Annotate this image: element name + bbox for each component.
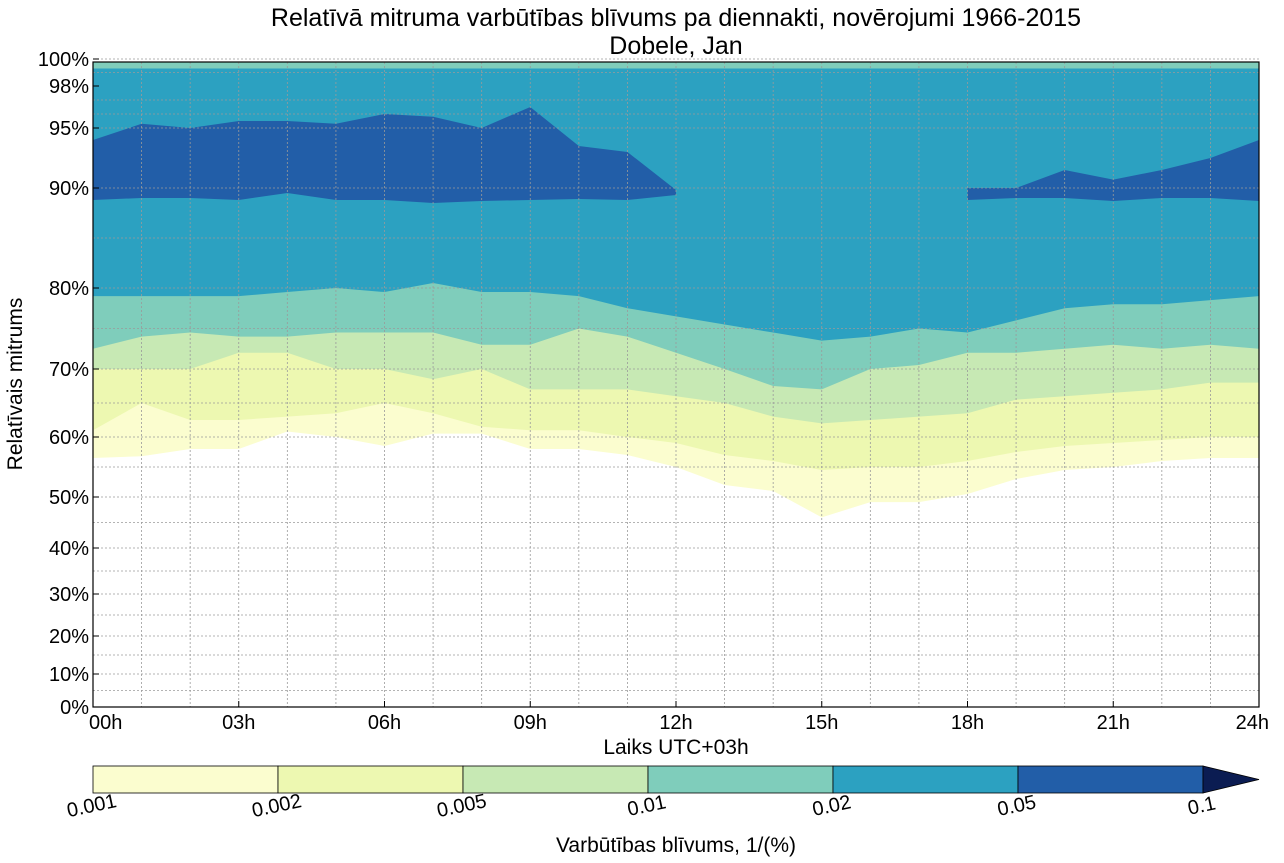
y-tick-label: 100% bbox=[38, 49, 89, 71]
colorbar-tick-label: 0.005 bbox=[435, 790, 489, 822]
colorbar bbox=[92, 765, 1260, 794]
x-tick-label: 09h bbox=[514, 712, 547, 734]
y-tick-label: 30% bbox=[49, 584, 89, 606]
y-axis-ticks: 0% 10% 20% 30% 40% 50% 60% 70% 80% 90% 95% 98% 100% bbox=[38, 49, 99, 719]
colorbar-tick-label: 0.02 bbox=[810, 791, 853, 821]
colorbar-tick-label: 0.01 bbox=[625, 791, 668, 821]
colorbar-tick-label: 0.1 bbox=[1186, 792, 1218, 819]
colorbar-tick-label: 0.001 bbox=[65, 790, 119, 822]
colorbar-tick-label: 0.002 bbox=[250, 790, 304, 822]
y-tick-label: 70% bbox=[49, 359, 89, 381]
x-tick-label: 12h bbox=[659, 712, 692, 734]
colorbar-tick-label: 0.05 bbox=[995, 791, 1038, 821]
x-tick-label: 03h bbox=[222, 712, 255, 734]
y-tick-label: 0% bbox=[60, 697, 89, 719]
y-axis-label: Relatīvais mitrums bbox=[4, 298, 27, 471]
colorbar-segment-0.02 bbox=[832, 765, 1019, 794]
x-axis-label: Laiks UTC+03h bbox=[603, 736, 748, 759]
colorbar-extend-arrow bbox=[1202, 765, 1260, 794]
colorbar-segment-0.001 bbox=[92, 765, 279, 794]
y-tick-label: 60% bbox=[49, 427, 89, 449]
y-tick-label: 50% bbox=[49, 487, 89, 509]
x-tick-label: 00h bbox=[89, 712, 122, 734]
y-tick-label: 95% bbox=[49, 118, 89, 140]
colorbar-segment-0.005 bbox=[462, 765, 649, 794]
y-tick-label: 90% bbox=[49, 178, 89, 200]
colorbar-segment-0.01 bbox=[647, 765, 834, 794]
colorbar-ticks: 0.001 0.002 0.005 0.01 0.02 0.05 0.1 bbox=[65, 790, 1218, 822]
colorbar-segment-0.05 bbox=[1017, 765, 1204, 794]
y-tick-label: 40% bbox=[49, 538, 89, 560]
x-tick-label: 21h bbox=[1097, 712, 1130, 734]
x-tick-label: 06h bbox=[368, 712, 401, 734]
x-tick-label: 18h bbox=[951, 712, 984, 734]
x-tick-label: 15h bbox=[805, 712, 838, 734]
chart-title: Relatīvā mitruma varbūtības blīvums pa d… bbox=[271, 4, 1081, 32]
chart-subtitle: Dobele, Jan bbox=[609, 32, 742, 60]
x-tick-label: 24h bbox=[1236, 712, 1269, 734]
colorbar-label: Varbūtības blīvums, 1/(%) bbox=[556, 834, 796, 857]
y-tick-label: 98% bbox=[49, 76, 89, 98]
y-tick-label: 80% bbox=[49, 278, 89, 300]
x-axis-ticks: 00h 03h 06h 09h 12h 15h 18h 21h 24h bbox=[89, 701, 1269, 734]
y-tick-label: 20% bbox=[49, 626, 89, 648]
colorbar-segment-0.002 bbox=[277, 765, 464, 794]
contour-band-0.05-part-1 bbox=[967, 140, 1259, 201]
y-tick-label: 10% bbox=[49, 664, 89, 686]
